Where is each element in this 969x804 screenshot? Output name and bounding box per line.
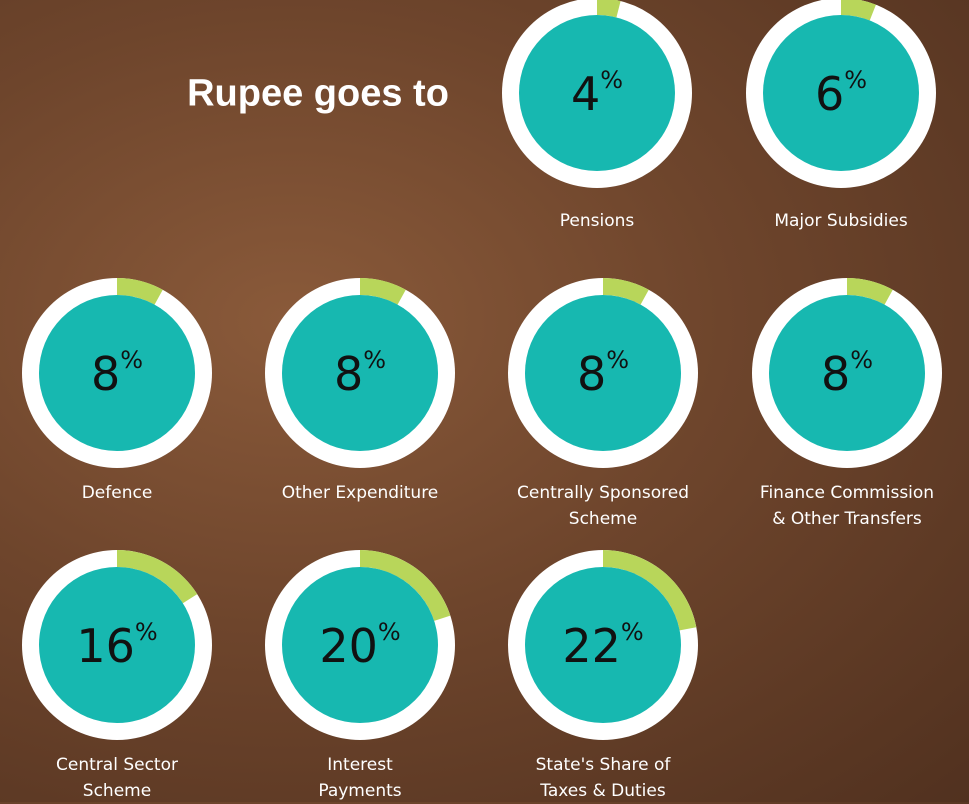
donut-center <box>519 15 675 171</box>
category-label: Major Subsidies <box>774 211 908 231</box>
donut-segment <box>603 550 697 631</box>
value-label: 8% <box>577 346 629 401</box>
donut-center <box>282 295 438 451</box>
donut-center <box>763 15 919 171</box>
donut-center <box>39 295 195 451</box>
value-label: 16% <box>76 618 157 673</box>
value-label: 8% <box>91 346 143 401</box>
category-label: Other Expenditure <box>281 483 439 503</box>
donut-segment <box>841 0 876 21</box>
donut-center <box>769 295 925 451</box>
category-label: Defence <box>81 483 153 503</box>
donut-segment <box>117 278 163 305</box>
value-label: 4% <box>571 66 623 121</box>
title: Rupee goes to <box>187 72 449 115</box>
value-label: 20% <box>319 618 400 673</box>
value-label: 22% <box>562 618 643 673</box>
donut-segment <box>360 278 406 305</box>
donut-segment <box>360 550 451 621</box>
category-label: Central Sector Scheme <box>56 755 178 801</box>
category-label: Interest Payments <box>318 755 402 801</box>
donut-segment <box>603 278 649 305</box>
category-label: Centrally Sponsored Scheme <box>517 483 689 529</box>
value-label: 8% <box>334 346 386 401</box>
category-label: Pensions <box>559 211 635 231</box>
donut-segment <box>117 550 198 604</box>
donut-center <box>39 567 195 723</box>
value-label: 6% <box>815 66 867 121</box>
donut-center <box>525 567 681 723</box>
donut-center <box>525 295 681 451</box>
category-label: Finance Commission & Other Transfers <box>759 483 935 529</box>
donut-segment <box>847 278 893 305</box>
value-label: 8% <box>821 346 873 401</box>
donut-center <box>282 567 438 723</box>
donut-segment <box>597 0 621 18</box>
category-label: State's Share of Taxes & Duties <box>535 755 671 801</box>
